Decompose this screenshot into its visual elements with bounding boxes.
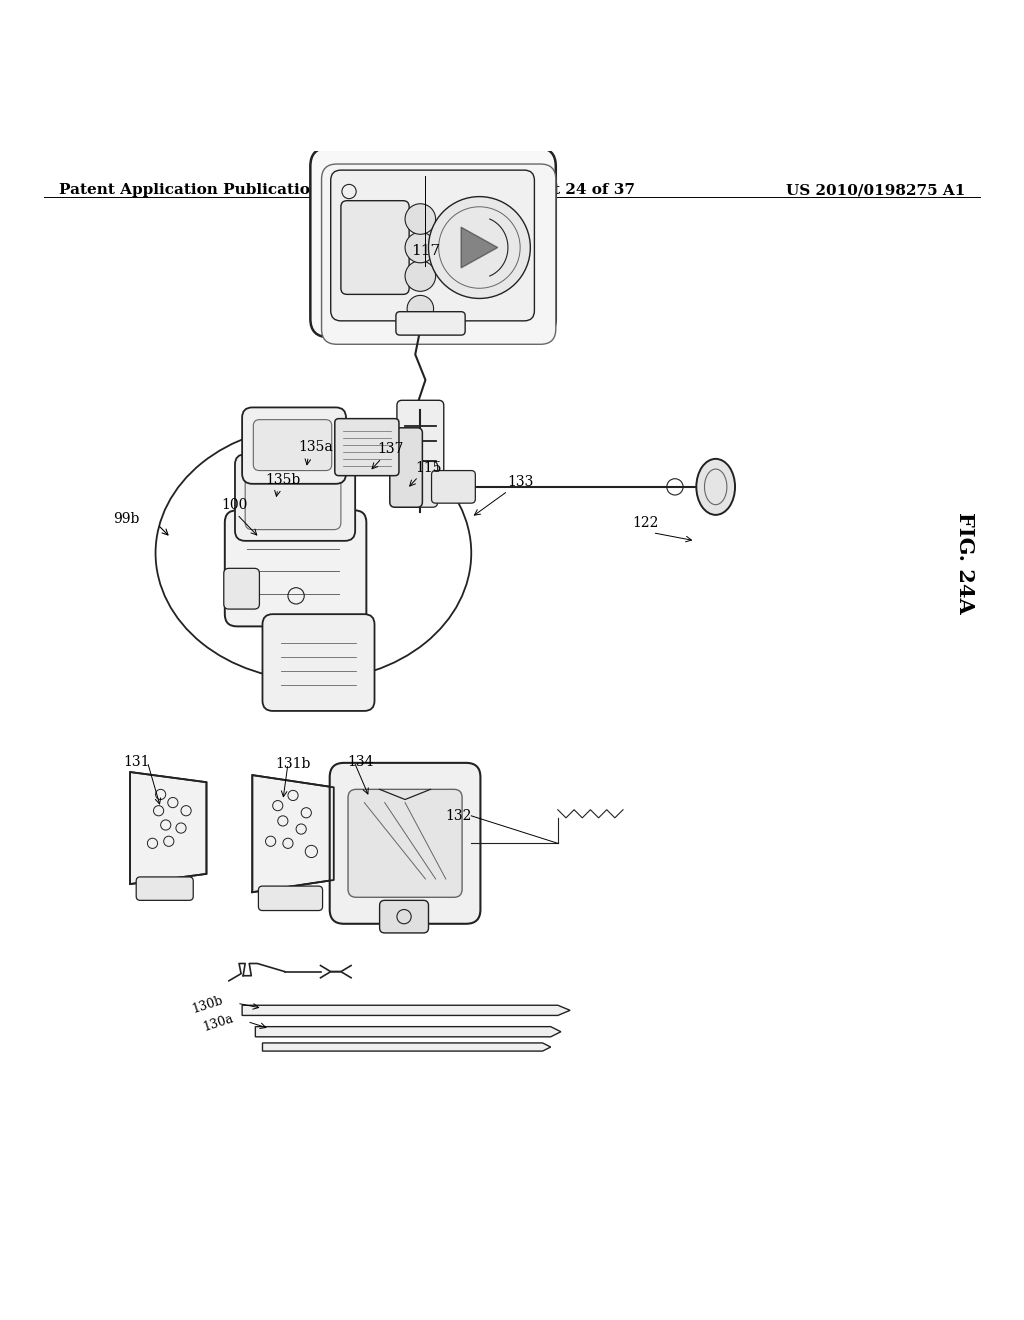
FancyBboxPatch shape	[225, 511, 367, 627]
Polygon shape	[242, 1006, 570, 1015]
FancyBboxPatch shape	[242, 408, 346, 484]
Text: 135a: 135a	[298, 441, 333, 454]
Polygon shape	[262, 1043, 551, 1051]
FancyBboxPatch shape	[396, 312, 465, 335]
FancyBboxPatch shape	[335, 418, 399, 475]
Text: 122: 122	[632, 516, 658, 529]
Text: Patent Application Publication: Patent Application Publication	[58, 183, 321, 198]
FancyBboxPatch shape	[341, 201, 410, 294]
Text: 130b: 130b	[190, 993, 225, 1015]
FancyBboxPatch shape	[397, 400, 443, 477]
Text: 117: 117	[411, 244, 440, 257]
Text: 135b: 135b	[265, 473, 301, 487]
Text: 132: 132	[445, 809, 472, 822]
Circle shape	[406, 203, 435, 234]
FancyBboxPatch shape	[310, 148, 556, 337]
FancyBboxPatch shape	[136, 876, 194, 900]
Text: Aug. 5, 2010   Sheet 24 of 37: Aug. 5, 2010 Sheet 24 of 37	[388, 183, 636, 198]
FancyBboxPatch shape	[262, 614, 375, 711]
Text: 134: 134	[347, 755, 374, 768]
Circle shape	[428, 197, 530, 298]
FancyBboxPatch shape	[403, 462, 437, 507]
Circle shape	[406, 232, 435, 263]
Circle shape	[406, 261, 435, 292]
FancyBboxPatch shape	[330, 763, 480, 924]
Polygon shape	[130, 772, 207, 884]
FancyBboxPatch shape	[348, 789, 462, 898]
FancyBboxPatch shape	[431, 470, 475, 503]
FancyBboxPatch shape	[258, 886, 323, 911]
Text: 133: 133	[507, 475, 534, 488]
Circle shape	[408, 296, 433, 322]
FancyBboxPatch shape	[253, 420, 332, 470]
Text: 100: 100	[222, 499, 248, 512]
Text: 131: 131	[123, 755, 150, 768]
Text: 131b: 131b	[275, 756, 311, 771]
FancyBboxPatch shape	[331, 170, 535, 321]
Ellipse shape	[696, 459, 735, 515]
Polygon shape	[252, 775, 334, 892]
Text: FIG. 24A: FIG. 24A	[955, 512, 975, 614]
FancyBboxPatch shape	[224, 569, 259, 609]
Text: 137: 137	[378, 442, 404, 457]
FancyBboxPatch shape	[245, 466, 341, 529]
Text: 130a: 130a	[201, 1011, 234, 1034]
FancyBboxPatch shape	[322, 164, 556, 345]
Polygon shape	[255, 1027, 561, 1036]
Text: 99b: 99b	[113, 512, 139, 527]
Polygon shape	[461, 227, 498, 268]
Text: 115: 115	[416, 461, 441, 475]
FancyBboxPatch shape	[234, 454, 355, 541]
FancyBboxPatch shape	[380, 900, 428, 933]
FancyBboxPatch shape	[390, 428, 422, 507]
Text: US 2010/0198275 A1: US 2010/0198275 A1	[785, 183, 966, 198]
